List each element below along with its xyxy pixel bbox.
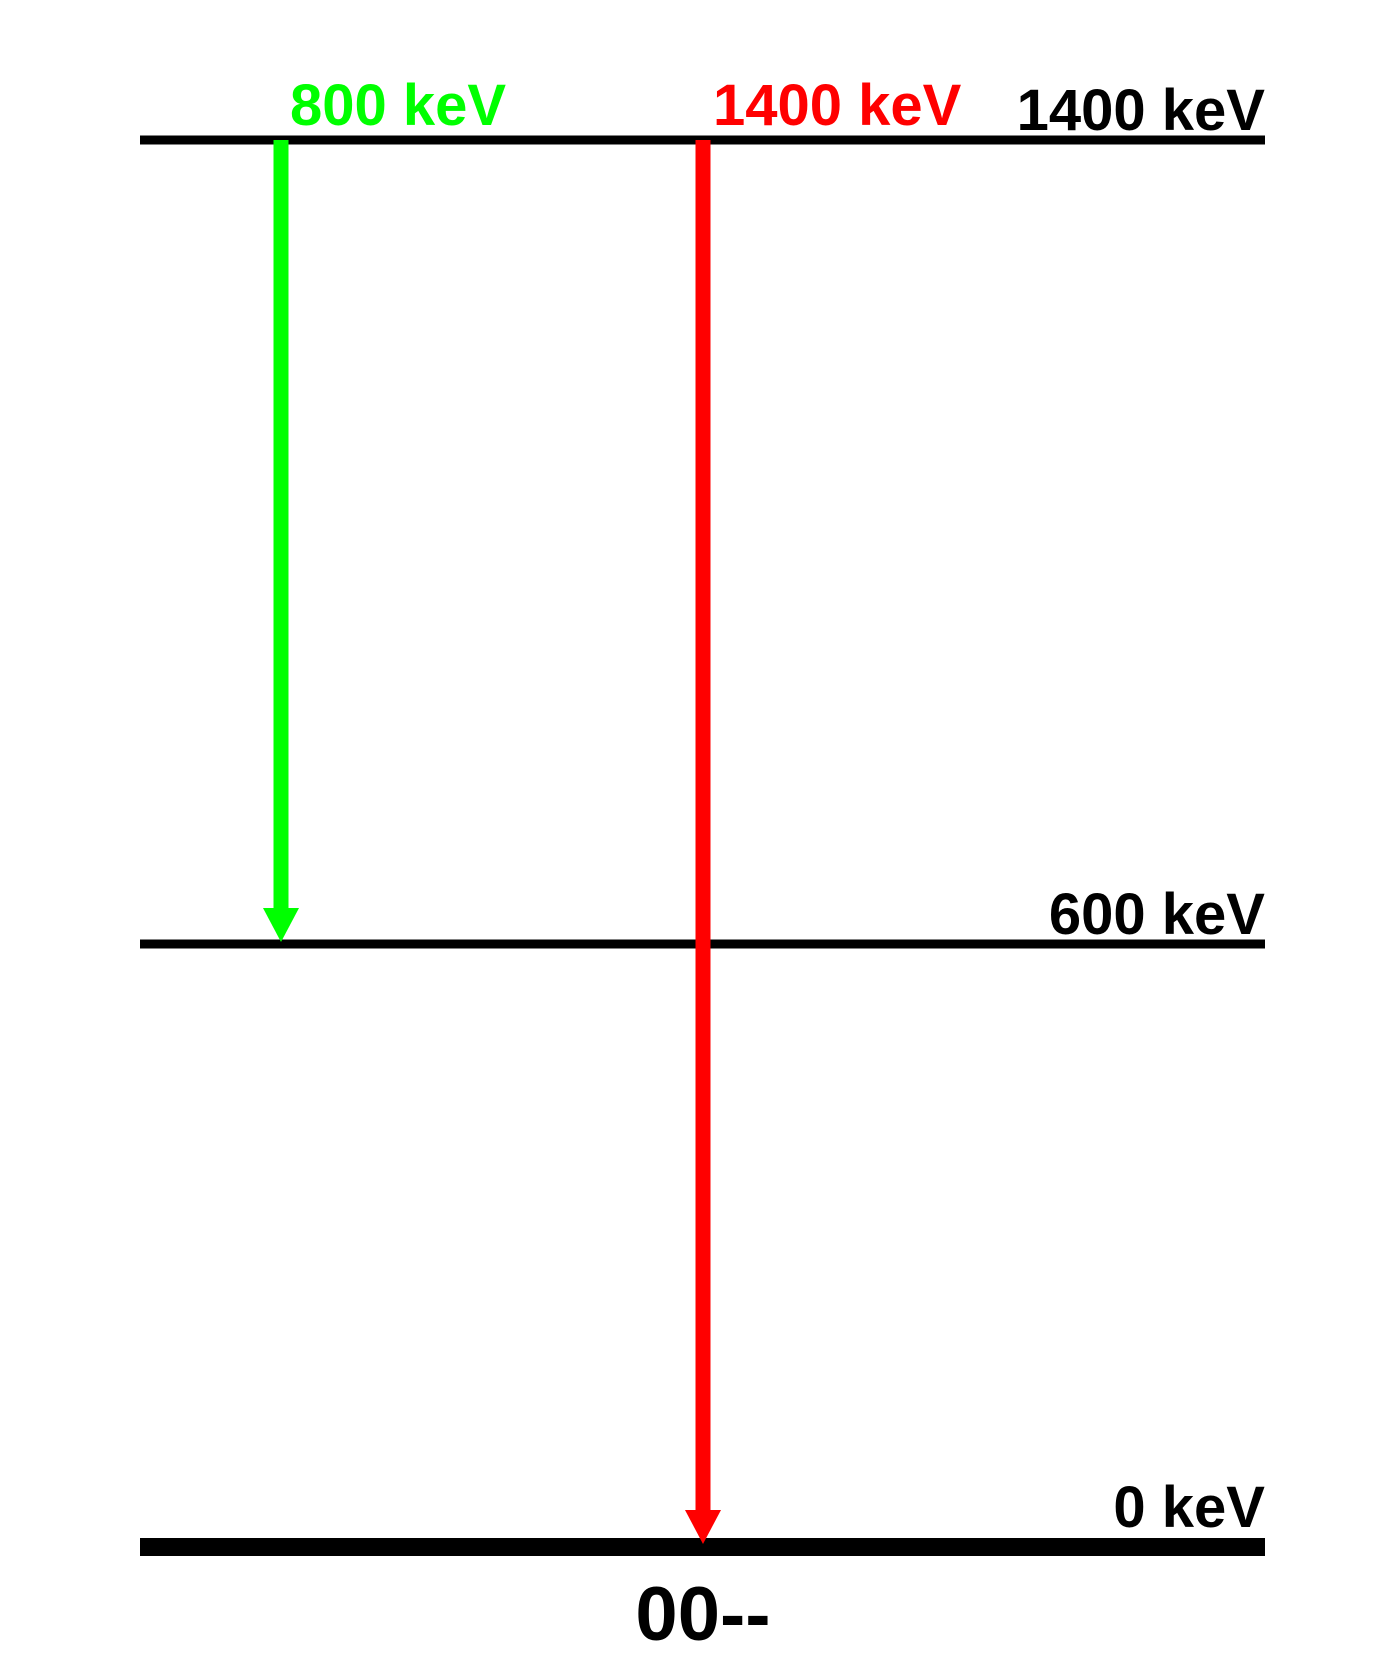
level-label-600: 600 keV [1049, 882, 1265, 947]
level-label-0: 0 keV [1113, 1475, 1265, 1540]
ground-state-label: 00-- [635, 1572, 770, 1657]
transition-label-1400: 1400 keV [713, 73, 962, 138]
transition-label-800: 800 keV [290, 73, 506, 138]
transition-arrow-800-head [263, 908, 299, 942]
level-label-1400: 1400 keV [1017, 78, 1266, 143]
